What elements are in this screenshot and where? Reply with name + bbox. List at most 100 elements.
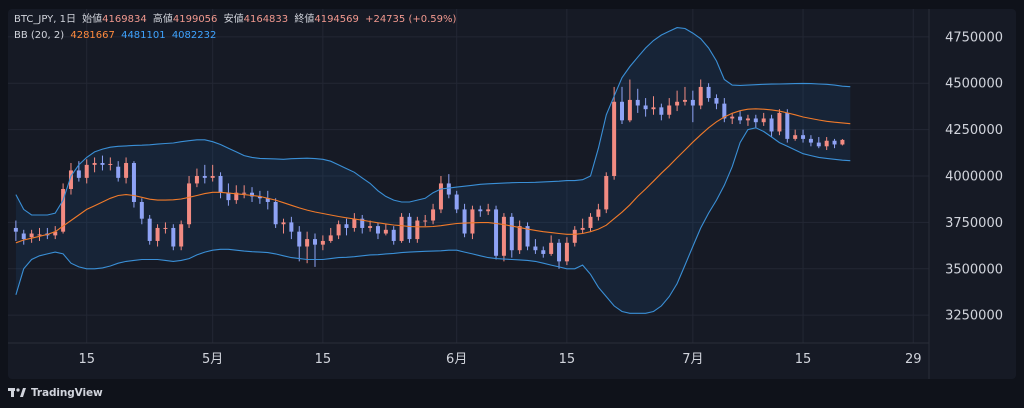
- candle-body: [793, 135, 798, 139]
- candle-body: [431, 209, 436, 221]
- candle-body: [446, 183, 451, 195]
- candle-body: [690, 99, 695, 106]
- candle-body: [100, 163, 105, 165]
- candle-body: [801, 135, 806, 139]
- candle-body: [588, 216, 593, 228]
- time-tick-label: 6月: [446, 352, 467, 367]
- candle-body: [226, 192, 231, 201]
- bollinger-row: BB (20, 2) 4281667 4481101 4082232: [14, 28, 459, 44]
- candle-body: [714, 98, 719, 104]
- candle-body: [139, 201, 144, 219]
- candle-body: [76, 170, 81, 178]
- candle-body: [509, 216, 514, 251]
- low-label: 安値: [223, 14, 244, 25]
- time-tick-label: 7月: [682, 352, 703, 367]
- candle-body: [785, 112, 790, 139]
- candle-body: [187, 183, 192, 225]
- candle-body: [533, 246, 538, 251]
- price-tick-label: 4000000: [945, 170, 1003, 185]
- close-value: 4194569: [314, 14, 359, 25]
- candle-body: [470, 209, 475, 234]
- candle-body: [171, 227, 176, 247]
- open-value: 4169834: [102, 14, 147, 25]
- symbol-label: BTC_JPY, 1日: [14, 14, 76, 25]
- price-axis: 4750000 4500000 4250000 4000000 3750000 35000…: [945, 30, 1003, 323]
- candle-body: [179, 224, 184, 247]
- time-tick-label: 15: [559, 352, 576, 367]
- tradingview-logo-icon: [8, 388, 26, 397]
- tradingview-attribution[interactable]: TradingView: [8, 386, 103, 400]
- high-label: 高値: [152, 14, 173, 25]
- candle-body: [627, 99, 632, 121]
- candle-body: [706, 86, 711, 99]
- candle-body: [155, 227, 160, 241]
- candle-body: [620, 101, 624, 121]
- candle-body: [667, 105, 672, 115]
- candle-body: [281, 222, 286, 225]
- candle-body: [808, 138, 813, 143]
- candle-body: [415, 220, 420, 240]
- candle-body: [368, 226, 373, 228]
- candle-body: [21, 233, 26, 240]
- candle-body: [462, 209, 467, 234]
- candle-body: [108, 163, 113, 165]
- candle-body: [194, 176, 199, 184]
- close-label: 終値: [294, 14, 315, 25]
- bb-lower-line: [15, 127, 851, 314]
- price-tick-label: 3750000: [945, 216, 1003, 231]
- chart-legend: BTC_JPY, 1日 始値4169834 高値4199056 安値416483…: [14, 12, 459, 44]
- candle-body: [210, 176, 215, 178]
- price-tick-label: 4500000: [945, 77, 1003, 92]
- candle-body: [486, 209, 491, 212]
- candle-body: [438, 183, 443, 210]
- price-tick-label: 3250000: [945, 309, 1003, 324]
- candle-body: [816, 142, 821, 147]
- bb-middle-value: 4281667: [70, 30, 115, 41]
- candle-body: [580, 227, 585, 230]
- time-tick-label: 15: [795, 352, 812, 367]
- candle-body: [352, 218, 357, 228]
- candle-body: [250, 192, 255, 197]
- candle-body: [612, 101, 617, 176]
- candle-body: [234, 192, 239, 201]
- candle-body: [92, 163, 97, 165]
- candle-body: [659, 107, 664, 115]
- price-tick-label: 3500000: [945, 262, 1003, 277]
- candle-body: [643, 105, 648, 110]
- candle-body: [777, 112, 782, 132]
- candle-body: [273, 201, 278, 225]
- candle-body: [745, 118, 750, 121]
- candle-body: [604, 176, 609, 210]
- candle-body: [572, 229, 577, 243]
- ohlc-row: BTC_JPY, 1日 始値4169834 高値4199056 安値416483…: [14, 12, 459, 28]
- candle-body: [336, 224, 341, 236]
- candle-body: [832, 140, 837, 145]
- chart-panel[interactable]: [8, 9, 1016, 379]
- candle-body: [596, 209, 601, 217]
- candle-body: [29, 233, 34, 238]
- tradingview-brand: TradingView: [31, 387, 103, 399]
- candle-body: [313, 239, 317, 245]
- candle-body: [722, 103, 727, 119]
- time-tick-label: 29: [905, 352, 922, 367]
- candle-body: [116, 166, 121, 178]
- candle-body: [761, 118, 766, 123]
- candle-body: [557, 242, 562, 262]
- candle-body: [738, 116, 743, 121]
- candle-body: [541, 250, 546, 254]
- price-tick-label: 4250000: [945, 123, 1003, 138]
- candle-body: [84, 164, 89, 178]
- candle-body: [730, 116, 735, 119]
- candle-body: [53, 231, 58, 236]
- candle-body: [360, 218, 365, 228]
- candle-body: [375, 226, 380, 234]
- candle-body: [147, 218, 152, 241]
- grid: [8, 9, 929, 343]
- candle-body: [131, 163, 136, 202]
- candle-body: [257, 196, 262, 199]
- candle-body: [265, 198, 270, 202]
- bb-indicator-label[interactable]: BB (20, 2): [14, 30, 65, 41]
- price-tick-label: 4750000: [945, 30, 1003, 45]
